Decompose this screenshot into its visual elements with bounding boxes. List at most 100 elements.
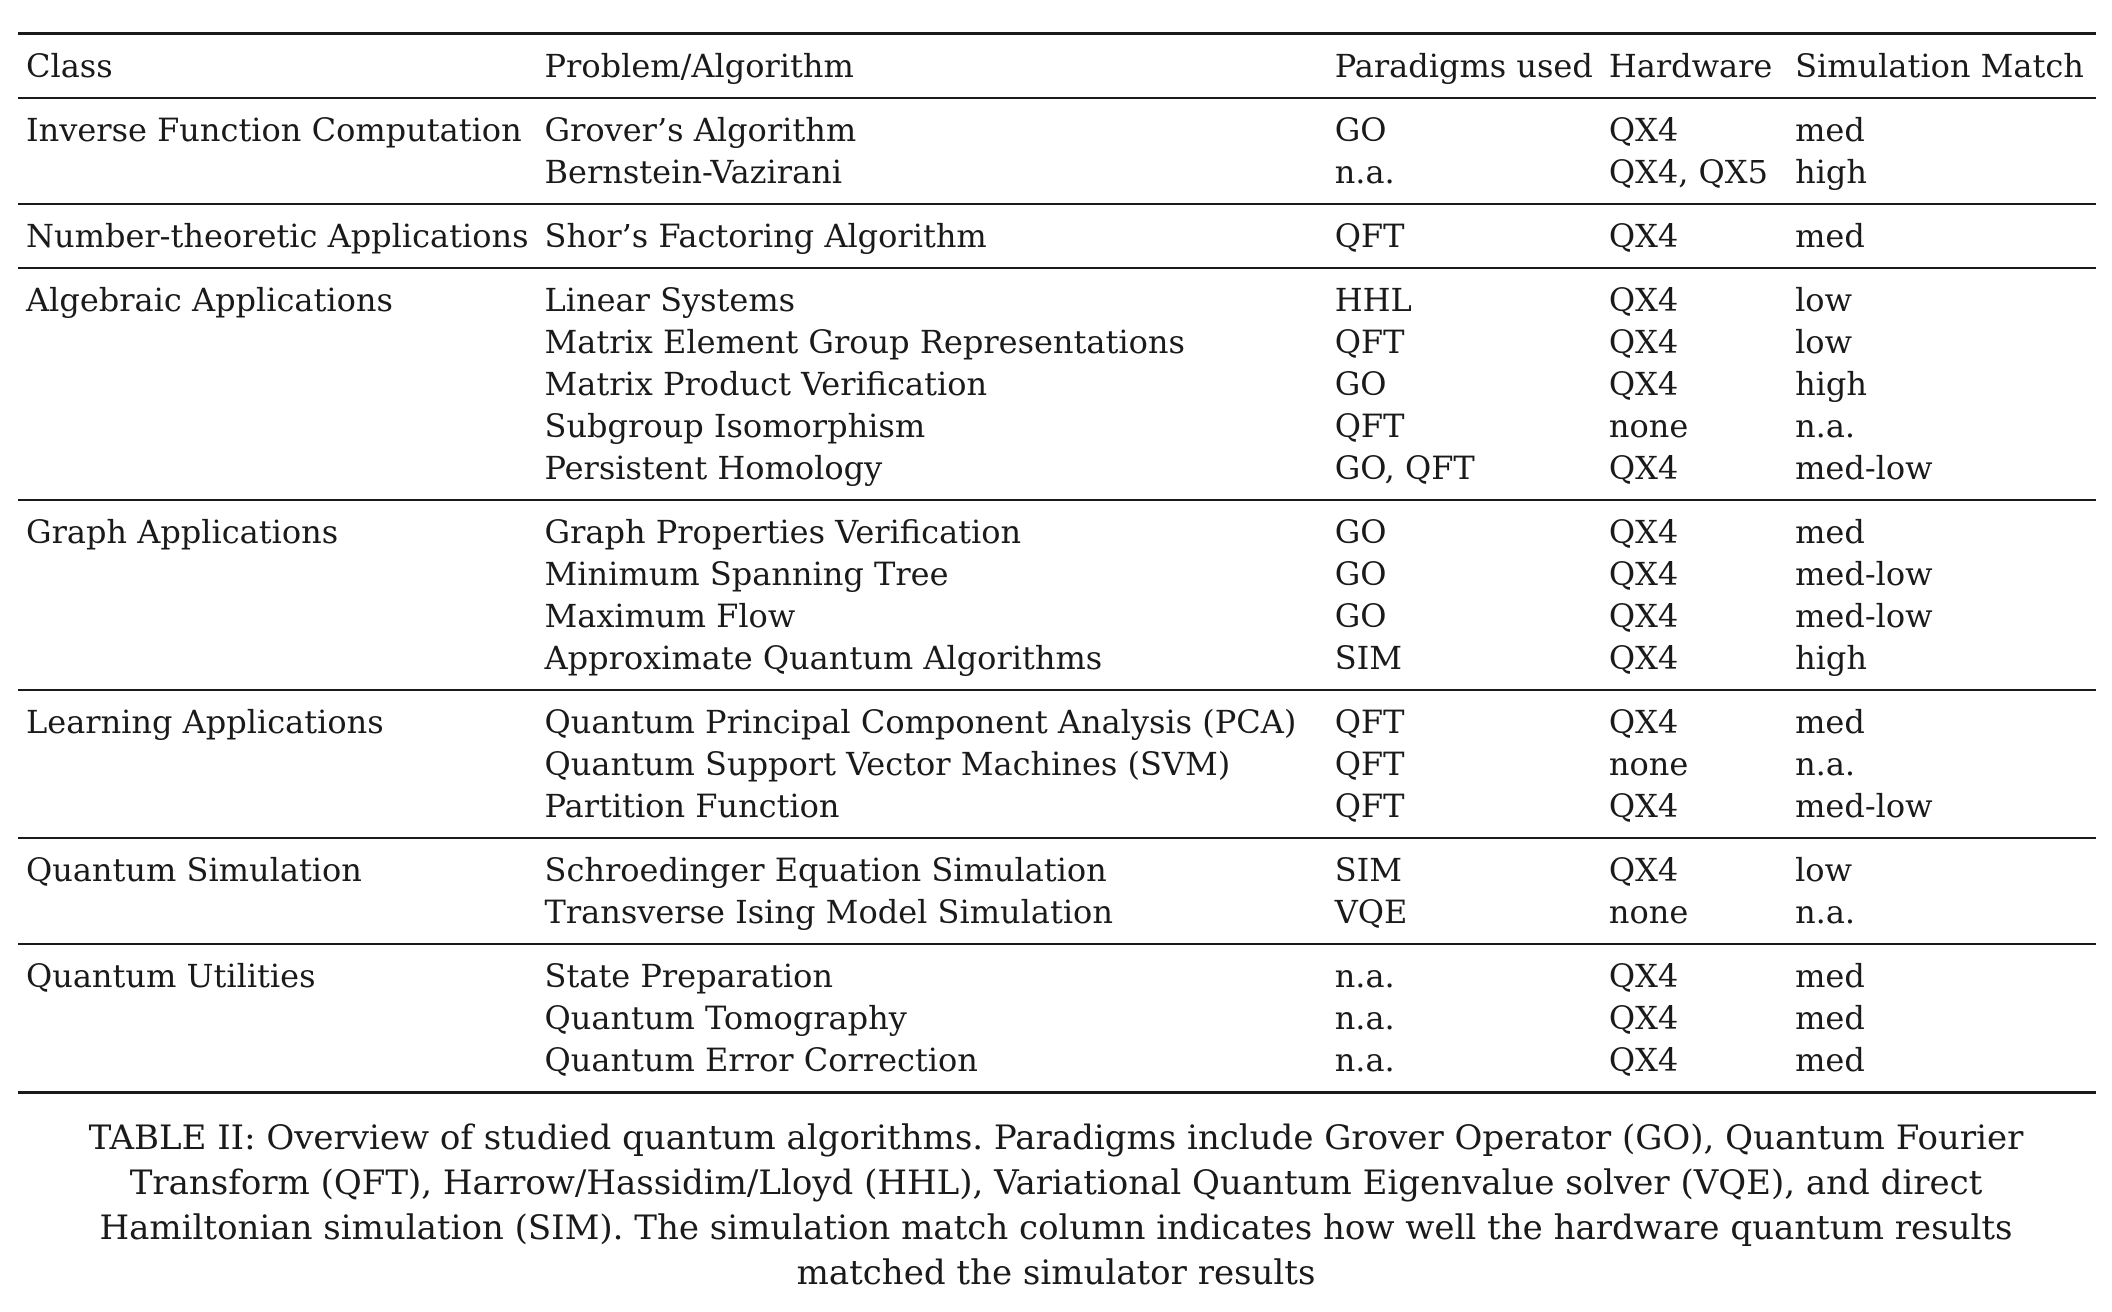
match-cell: med [1795, 703, 1865, 741]
table-caption: TABLE II: Overview of studied quantum al… [88, 1118, 2024, 1293]
problem-cell: Quantum Principal Component Analysis (PC… [544, 703, 1297, 741]
match-cell: med-low [1795, 787, 1933, 825]
match-cell: med-low [1795, 449, 1933, 487]
problem-cell: Subgroup Isomorphism [544, 407, 926, 445]
class-cell [18, 637, 537, 690]
table-row: Persistent Homology GO, QFT QX4 med-low [18, 447, 2096, 500]
problem-cell: Minimum Spanning Tree [544, 555, 949, 593]
problem-cell: Bernstein-Vazirani [544, 153, 842, 191]
match-cell: n.a. [1795, 407, 1856, 445]
match-cell: med [1795, 1041, 1865, 1079]
hardware-cell: QX4 [1608, 957, 1679, 995]
table-row: Quantum Error Correction n.a. QX4 med [18, 1039, 2096, 1093]
hardware-cell: QX4 [1608, 703, 1679, 741]
hardware-cell: QX4 [1608, 999, 1679, 1037]
class-cell [18, 743, 537, 785]
paradigm-cell: GO, QFT [1334, 449, 1475, 487]
problem-cell: Graph Properties Verification [544, 513, 1022, 551]
match-cell: med-low [1795, 555, 1933, 593]
problem-cell: Transverse Ising Model Simulation [544, 893, 1113, 931]
hardware-cell: QX4 [1608, 787, 1679, 825]
class-cell: Number-theoretic Applications [26, 217, 529, 255]
paradigm-cell: GO [1334, 365, 1387, 403]
table-row: Bernstein-Vazirani n.a. QX4, QX5 high [18, 151, 2096, 204]
table-header: Class Problem/Algorithm Paradigms used H… [18, 33, 2096, 99]
class-cell [18, 321, 537, 363]
match-cell: med [1795, 111, 1865, 149]
paradigm-cell: QFT [1334, 787, 1405, 825]
paradigm-cell: QFT [1334, 407, 1405, 445]
hardware-cell: QX4, QX5 [1608, 153, 1768, 191]
match-cell: n.a. [1795, 745, 1856, 783]
table-row: Algebraic Applications Linear Systems HHL Q… [18, 268, 2096, 321]
match-cell: low [1795, 851, 1852, 889]
problem-cell: Schroedinger Equation Simulation [544, 851, 1107, 889]
algorithms-table: Class Problem/Algorithm Paradigms used H… [18, 32, 2096, 1094]
class-cell [18, 1039, 537, 1093]
table-row: Approximate Quantum Algorithms SIM QX4 high [18, 637, 2096, 690]
table-row: Subgroup Isomorphism QFT none n.a. [18, 405, 2096, 447]
table-group: Quantum Utilities State Preparation n.a. QX… [18, 944, 2096, 1093]
match-cell: high [1795, 153, 1867, 191]
table-row: Learning Applications Quantum Principal C… [18, 690, 2096, 743]
table-group: Inverse Function Computation Grover’s Alg… [18, 98, 2096, 204]
problem-cell: Maximum Flow [544, 597, 796, 635]
paradigm-cell: QFT [1334, 323, 1405, 361]
paradigm-cell: n.a. [1334, 999, 1395, 1037]
header-paradigms: Paradigms used [1334, 47, 1593, 85]
hardware-cell: QX4 [1608, 851, 1679, 889]
header-problem: Problem/Algorithm [544, 47, 854, 85]
table-group: Learning Applications Quantum Principal C… [18, 690, 2096, 838]
class-cell: Inverse Function Computation [26, 111, 522, 149]
table-row: Graph Applications Graph Properties Verif… [18, 500, 2096, 553]
class-cell [18, 405, 537, 447]
match-cell: med [1795, 999, 1865, 1037]
table-group: Graph Applications Graph Properties Verif… [18, 500, 2096, 690]
paradigm-cell: QFT [1334, 703, 1405, 741]
hardware-cell: QX4 [1608, 365, 1679, 403]
hardware-cell: QX4 [1608, 639, 1679, 677]
hardware-cell: QX4 [1608, 449, 1679, 487]
hardware-cell: none [1608, 407, 1689, 445]
table-row: Matrix Element Group Representations QFT Q… [18, 321, 2096, 363]
problem-cell: Matrix Product Verification [544, 365, 988, 403]
hardware-cell: QX4 [1608, 281, 1679, 319]
class-cell [18, 151, 537, 204]
class-cell [18, 363, 537, 405]
table-row: Quantum Support Vector Machines (SVM) QFT… [18, 743, 2096, 785]
class-cell: Quantum Utilities [26, 957, 316, 995]
hardware-cell: QX4 [1608, 513, 1679, 551]
table-group: Quantum Simulation Schroedinger Equation … [18, 838, 2096, 944]
table-row: Maximum Flow GO QX4 med-low [18, 595, 2096, 637]
table-row: Quantum Tomography n.a. QX4 med [18, 997, 2096, 1039]
paradigm-cell: SIM [1334, 639, 1403, 677]
class-cell [18, 997, 537, 1039]
table-row: Inverse Function Computation Grover’s Alg… [18, 98, 2096, 151]
paradigm-cell: QFT [1334, 745, 1405, 783]
class-cell [18, 785, 537, 838]
paradigm-cell: QFT [1334, 217, 1405, 255]
table-row: Transverse Ising Model Simulation VQE none… [18, 891, 2096, 944]
hardware-cell: QX4 [1608, 217, 1679, 255]
hardware-cell: QX4 [1608, 323, 1679, 361]
header-row: Class Problem/Algorithm Paradigms used H… [18, 34, 2096, 99]
class-cell: Graph Applications [26, 513, 339, 551]
problem-cell: Partition Function [544, 787, 840, 825]
paradigm-cell: SIM [1334, 851, 1403, 889]
problem-cell: State Preparation [544, 957, 834, 995]
match-cell: low [1795, 323, 1852, 361]
header-class: Class [26, 47, 113, 85]
paradigm-cell: GO [1334, 555, 1387, 593]
paradigm-cell: VQE [1334, 893, 1408, 931]
paradigm-cell: n.a. [1334, 1041, 1395, 1079]
header-simulation-match: Simulation Match [1795, 47, 2084, 85]
problem-cell: Approximate Quantum Algorithms [544, 639, 1103, 677]
paradigm-cell: GO [1334, 597, 1387, 635]
problem-cell: Shor’s Factoring Algorithm [544, 217, 987, 255]
problem-cell: Quantum Tomography [544, 999, 907, 1037]
hardware-cell: QX4 [1608, 1041, 1679, 1079]
class-cell [18, 891, 537, 944]
hardware-cell: QX4 [1608, 597, 1679, 635]
table-group: Algebraic Applications Linear Systems HHL Q… [18, 268, 2096, 500]
algorithms-table-container: Class Problem/Algorithm Paradigms used H… [18, 32, 2096, 1094]
